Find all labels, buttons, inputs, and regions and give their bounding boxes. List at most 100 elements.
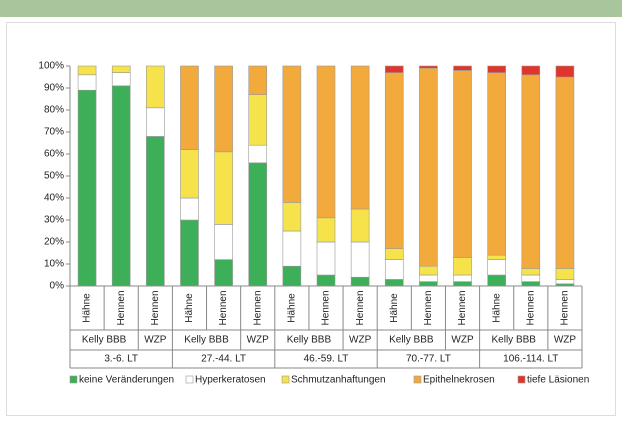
x-tick-label: Hähne [491,293,502,323]
bar-segment [555,65,575,78]
y-tick-label: 50% [44,171,64,182]
x-tick-label: Hennen [116,290,127,325]
x-tick-label: Hennen [252,290,263,325]
bar-segment [453,257,472,276]
bar-segment [316,274,336,287]
bar-segment [282,202,302,232]
y-tick-label: 10% [44,259,64,270]
bar-segment [384,279,404,287]
bar-segment [214,151,233,225]
x-tick-label: Hennen [525,290,536,325]
line-label: Kelly BBB [491,335,536,346]
period-label: 106.-114. LT [503,354,558,365]
bar-segment [555,268,575,280]
x-tick-label: Hähne [287,293,298,323]
period-label: 70.-77. LT [406,354,451,365]
bar-segment [180,149,199,199]
bar-segment [180,197,199,221]
legend-label: keine Veränderungen [79,375,174,386]
x-tick-label: Hennen [457,290,468,325]
y-tick-label: 100% [38,61,64,72]
bar-segment [350,208,370,243]
bar-segment [453,274,472,282]
x-tick-label: Hennen [321,290,332,325]
line-label: WZP [349,335,372,346]
legend-swatch [413,375,422,384]
bar-segment [521,74,541,269]
bar-segment [248,65,268,95]
bar-segment [180,219,199,287]
bar-segment [350,241,370,278]
period-label: 27.-44. LT [201,354,246,365]
bar-segment [384,259,404,280]
bar-segment [521,268,541,276]
line-label: Kelly BBB [82,335,127,346]
bar-segment [214,224,233,260]
bar-segment [316,241,336,276]
bar-segment [111,85,131,287]
x-tick-label: Hennen [150,290,161,325]
bar-segment [384,72,404,249]
bar-segment [146,107,165,137]
bar-segment [419,67,438,267]
bar-segment [282,265,302,287]
bar-segment [350,276,370,287]
bar-segment [77,65,97,76]
bar-segment [282,230,302,267]
legend-swatch [69,375,78,384]
bar-segment [555,279,575,285]
legend-label: Epithelnekrosen [423,375,495,386]
bar-segment [111,72,131,87]
bar-segment [419,65,438,69]
line-label: WZP [554,335,577,346]
header-band [0,0,622,17]
bar-segment [111,65,131,73]
x-tick-label: Hennen [423,290,434,325]
bar-segment [453,70,472,258]
y-tick-label: 20% [44,237,64,248]
bar-segment [521,65,541,76]
y-tick-label: 60% [44,149,64,160]
bar-segment [419,274,438,282]
bar-segment [77,89,97,287]
bar-segment [146,65,165,109]
frame [6,22,616,416]
bar-segment [419,281,438,287]
bar-segment [180,65,199,150]
bar-segment [214,259,233,287]
line-label: WZP [247,335,270,346]
x-tick-label: Hähne [184,293,195,323]
line-label: Kelly BBB [389,335,434,346]
bar-segment [487,254,506,260]
bar-segment [555,283,575,287]
legend-swatch [517,375,526,384]
x-tick-label: Hähne [389,293,400,323]
bar-segment [487,259,506,276]
legend-swatch [281,375,290,384]
bar-segment [282,65,302,203]
line-label: WZP [451,335,474,346]
legend-label: Hyperkeratosen [195,375,266,386]
line-label: Kelly BBB [184,335,229,346]
y-tick-label: 30% [44,215,64,226]
bar-segment [487,72,506,256]
bar-segment [487,274,506,287]
bar-segment [419,265,438,276]
y-tick-label: 80% [44,105,64,116]
x-tick-label: Hennen [560,290,571,325]
bar-segment [77,74,97,91]
bar-segment [248,162,268,287]
legend-label: tiefe Läsionen [527,375,589,386]
y-tick-label: 0% [50,281,65,292]
bar-segment [384,65,404,73]
bar-segment [384,248,404,260]
period-label: 46.-59. LT [304,354,349,365]
period-label: 3.-6. LT [104,354,138,365]
bar-segment [453,65,472,71]
x-tick-label: Hennen [218,290,229,325]
bar-segment [248,144,268,164]
bar-segment [521,281,541,287]
bar-segment [316,217,336,243]
y-tick-label: 40% [44,193,64,204]
bar-segment [214,65,233,153]
